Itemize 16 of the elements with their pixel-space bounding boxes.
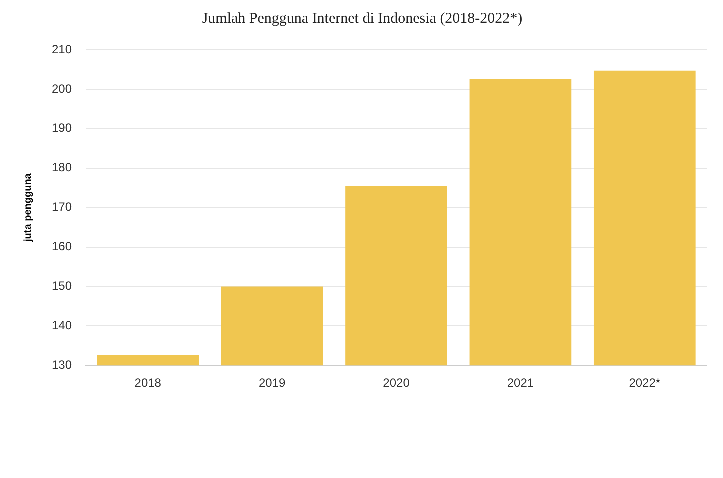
x-tick-label: 2020 [383,376,410,390]
y-tick-label: 200 [52,82,72,96]
y-tick-label: 140 [52,318,72,332]
y-tick-label: 160 [52,240,72,254]
y-tick-label: 210 [52,42,72,56]
x-tick-label: 2021 [507,376,534,390]
y-tick-label: 130 [52,358,72,372]
x-tick-label: 2022* [629,376,661,390]
x-tick-label: 2018 [134,376,162,390]
y-tick-label: 150 [52,279,72,294]
y-tick-label: 190 [52,121,72,136]
y-axis-title: juta pengguna [22,173,34,243]
chart-title: Jumlah Pengguna Internet di Indonesia (2018-2022*) [202,10,523,27]
y-tick-label: 170 [52,200,72,214]
x-tick-label: 2019 [258,376,286,390]
y-tick-label: 180 [52,160,72,175]
